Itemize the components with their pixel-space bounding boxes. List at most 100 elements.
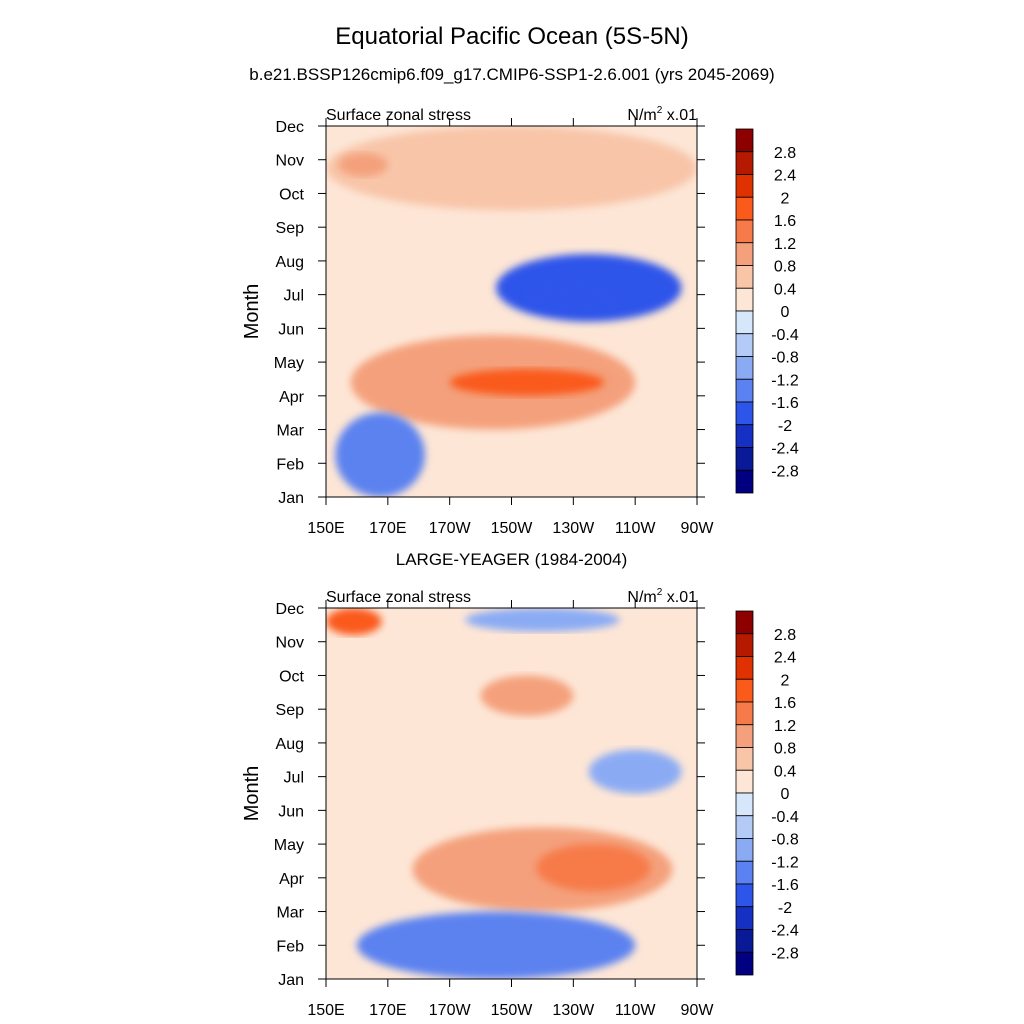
- colorbar-box: [735, 929, 754, 953]
- colorbar-box: [735, 151, 754, 175]
- colorbar-label: -2: [778, 900, 792, 917]
- y-tick-label: Dec: [276, 601, 304, 618]
- y-tick-label: Apr: [279, 871, 305, 888]
- heatmap-region: [326, 126, 697, 211]
- y-tick-label: Mar: [276, 905, 304, 922]
- panel-bottom: LARGE-YEAGER (1984-2004) Surface zonal st…: [241, 550, 799, 1019]
- panel-top: Surface zonal stress N/m2 x.01 Jan Feb Mar Ap…: [241, 105, 799, 537]
- heatmap-region: [338, 152, 388, 177]
- colorbar-box: [735, 769, 754, 794]
- x-tick-label: 90W: [681, 520, 715, 537]
- colorbar-label: 1.6: [774, 213, 796, 230]
- y-tick-label: Jan: [278, 972, 304, 989]
- colorbar-box: [735, 747, 754, 771]
- colorbar-label: 0: [781, 786, 790, 803]
- x-tick-label: 150E: [307, 1002, 344, 1019]
- x-tick-label: 130W: [552, 1002, 595, 1019]
- x-tick-label: 170W: [429, 520, 472, 537]
- colorbar-box: [735, 378, 754, 403]
- colorbar-label: -0.8: [771, 832, 799, 849]
- y-tick-label: Jul: [284, 770, 304, 787]
- colorbar-label: -2: [778, 418, 792, 435]
- colorbar-box: [735, 174, 754, 198]
- colorbar-box: [735, 401, 754, 426]
- colorbar-label: -0.4: [771, 809, 799, 826]
- y-tick-label: Jun: [278, 321, 304, 338]
- colorbar-box: [735, 906, 754, 930]
- colorbar-label: 2: [781, 672, 790, 689]
- colorbar-box: [735, 610, 754, 635]
- colorbar-label: 2.8: [774, 145, 796, 162]
- colorbar-box: [735, 701, 754, 726]
- main-title: Equatorial Pacific Ocean (5S-5N): [335, 23, 688, 50]
- colorbar-label: 2: [781, 190, 790, 207]
- variable-label: Surface zonal stress: [326, 589, 471, 606]
- colorbar-label: 1.6: [774, 695, 796, 712]
- colorbar-box: [735, 838, 754, 862]
- x-tick-label: 90W: [681, 1002, 715, 1019]
- y-tick-label: Jun: [278, 803, 304, 820]
- colorbar-label: -2.4: [771, 923, 799, 940]
- main-subtitle: b.e21.BSSP126cmip6.f09_g17.CMIP6-SSP1-2.…: [249, 65, 774, 84]
- units-label: N/m2 x.01: [627, 587, 697, 606]
- colorbar-box: [735, 860, 754, 885]
- heatmap-region: [326, 608, 382, 635]
- y-tick-label: Nov: [276, 153, 304, 170]
- heatmap-region: [356, 911, 636, 979]
- x-tick-label: 110W: [615, 520, 657, 537]
- x-tick-label: 150E: [307, 520, 344, 537]
- heatmap-field: [326, 608, 697, 979]
- colorbar-box: [735, 951, 754, 976]
- colorbar-box: [735, 633, 754, 657]
- colorbar-box: [735, 815, 754, 839]
- colorbar-label: 0.8: [774, 741, 796, 758]
- y-axis-label: Month: [241, 766, 263, 822]
- heatmap-field: [326, 126, 697, 497]
- y-tick-label: Aug: [276, 254, 304, 271]
- y-axis-label: Month: [241, 284, 263, 340]
- colorbar-box: [735, 219, 754, 244]
- colorbar-box: [735, 333, 754, 357]
- colorbar-box: [735, 287, 754, 312]
- colorbar-label: -1.2: [771, 372, 799, 389]
- y-tick-label: May: [274, 355, 304, 372]
- colorbar-box: [735, 310, 754, 335]
- y-tick-label: Jan: [278, 490, 304, 507]
- x-tick-label: 170W: [429, 1002, 472, 1019]
- colorbar-label: -2.8: [771, 945, 799, 962]
- colorbar-box: [735, 678, 754, 703]
- x-tick-label: 110W: [615, 1002, 657, 1019]
- colorbar-label: 0.4: [774, 281, 796, 298]
- colorbar-label: 2.4: [774, 650, 796, 667]
- panel-title: LARGE-YEAGER (1984-2004): [396, 550, 628, 569]
- y-tick-label: Feb: [276, 456, 304, 473]
- units-label: N/m2 x.01: [627, 105, 697, 124]
- heatmap-region: [465, 608, 620, 632]
- colorbar-label: 0: [781, 304, 790, 321]
- colorbar-box: [735, 424, 754, 448]
- y-tick-label: Mar: [276, 423, 304, 440]
- x-tick-label: 170E: [369, 520, 406, 537]
- colorbar-box: [735, 883, 754, 908]
- colorbar-label: -1.2: [771, 854, 799, 871]
- y-tick-label: Oct: [279, 186, 304, 203]
- colorbar-label: -1.6: [771, 395, 799, 412]
- x-tick-label: 170E: [369, 1002, 406, 1019]
- colorbar-label: -0.4: [771, 327, 799, 344]
- colorbar-box: [735, 128, 754, 153]
- variable-label: Surface zonal stress: [326, 107, 471, 124]
- colorbar-box: [735, 792, 754, 817]
- y-tick-label: Jul: [284, 288, 304, 305]
- heatmap-region: [536, 844, 651, 892]
- x-tick-label: 150W: [491, 1002, 534, 1019]
- colorbar-box: [735, 724, 754, 748]
- colorbar-label: 0.4: [774, 763, 796, 780]
- colorbar-label: 2.8: [774, 627, 796, 644]
- y-tick-label: Aug: [276, 736, 304, 753]
- y-tick-label: Dec: [276, 119, 304, 136]
- x-tick-label: 130W: [552, 520, 595, 537]
- heatmap-region: [480, 675, 574, 716]
- colorbar-label: -2.4: [771, 441, 799, 458]
- y-tick-label: Sep: [276, 702, 305, 719]
